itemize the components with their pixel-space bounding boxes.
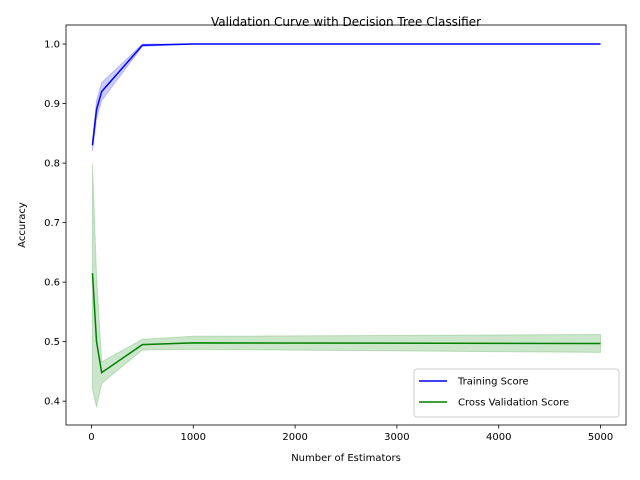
x-tick-label: 1000 [181, 432, 206, 443]
confidence-band-1 [91, 163, 602, 408]
x-tick-label: 3000 [384, 432, 409, 443]
y-tick-label: 0.9 [44, 99, 60, 110]
y-axis-label: Accuracy [17, 202, 28, 248]
y-tick-label: 0.4 [44, 397, 60, 408]
y-axis-ticks: 0.4 0.5 0.6 0.7 0.8 0.9 1.0 [44, 40, 66, 408]
legend-label-1: Cross Validation Score [458, 398, 569, 409]
legend: Training Score Cross Validation Score [413, 368, 620, 418]
series-line-0 [91, 43, 601, 146]
y-tick-label: 0.7 [44, 218, 60, 229]
x-tick-label: 5000 [588, 432, 613, 443]
x-tick-label: 0 [88, 432, 94, 443]
y-tick-label: 0.5 [44, 337, 60, 348]
x-tick-label: 2000 [282, 432, 307, 443]
series-lines [91, 43, 601, 374]
y-tick-label: 1.0 [44, 40, 60, 51]
plot-frame [65, 24, 627, 426]
legend-box [413, 368, 620, 418]
y-tick-label: 0.8 [44, 159, 60, 170]
x-tick-label: 4000 [486, 432, 511, 443]
chart-title: Validation Curve with Decision Tree Clas… [211, 15, 481, 29]
y-tick-label: 0.6 [44, 278, 60, 289]
x-axis-label: Number of Estimators [291, 453, 401, 464]
series-line-1 [91, 273, 601, 374]
x-axis-ticks: 0 1000 2000 3000 4000 5000 [88, 425, 613, 443]
legend-label-0: Training Score [457, 377, 529, 388]
